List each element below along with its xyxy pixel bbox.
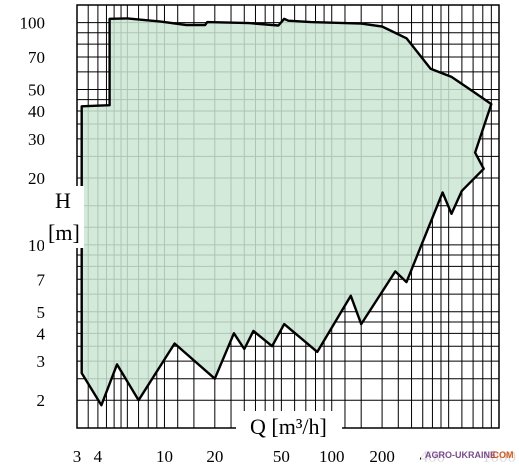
y-tick-label: 2 bbox=[37, 391, 46, 410]
y-axis-label-unit: [m] bbox=[48, 220, 80, 245]
y-tick-label: 10 bbox=[28, 236, 45, 255]
y-tick-label: 50 bbox=[28, 81, 45, 100]
y-tick-label: 3 bbox=[37, 352, 46, 371]
watermark-text-main: AGRO-UKRAINE bbox=[425, 450, 496, 460]
x-tick-label: 100 bbox=[319, 447, 345, 465]
y-tick-label: 4 bbox=[37, 324, 46, 343]
watermark-text-domain: .COM bbox=[490, 450, 514, 460]
y-tick-label: 100 bbox=[20, 14, 46, 33]
xlabel-background bbox=[236, 411, 342, 441]
watermark-background bbox=[421, 447, 517, 463]
y-tick-label: 70 bbox=[28, 48, 45, 67]
watermark: AGRO-UKRAINE .COM bbox=[421, 447, 517, 463]
ylabel-background bbox=[44, 186, 84, 248]
y-axis-label-symbol: H bbox=[55, 188, 71, 213]
x-axis-label: Q [m³/h] bbox=[250, 414, 327, 439]
x-tick-label: 3 bbox=[73, 447, 82, 465]
x-tick-label: 4 bbox=[94, 447, 103, 465]
y-tick-labels: 2 3 4 5 7 10 20 30 40 50 70 100 bbox=[20, 14, 46, 411]
operating-range-area bbox=[80, 17, 493, 407]
y-tick-label: 5 bbox=[37, 303, 46, 322]
operating-area bbox=[80, 17, 493, 407]
x-tick-label: 10 bbox=[156, 447, 173, 465]
x-tick-label: 50 bbox=[273, 447, 290, 465]
y-tick-label: 40 bbox=[28, 102, 45, 121]
x-tick-label: 200 bbox=[369, 447, 395, 465]
y-tick-label: 30 bbox=[28, 130, 45, 149]
y-tick-label: 7 bbox=[37, 270, 46, 289]
y-tick-label: 20 bbox=[28, 169, 45, 188]
x-tick-label: 20 bbox=[206, 447, 223, 465]
